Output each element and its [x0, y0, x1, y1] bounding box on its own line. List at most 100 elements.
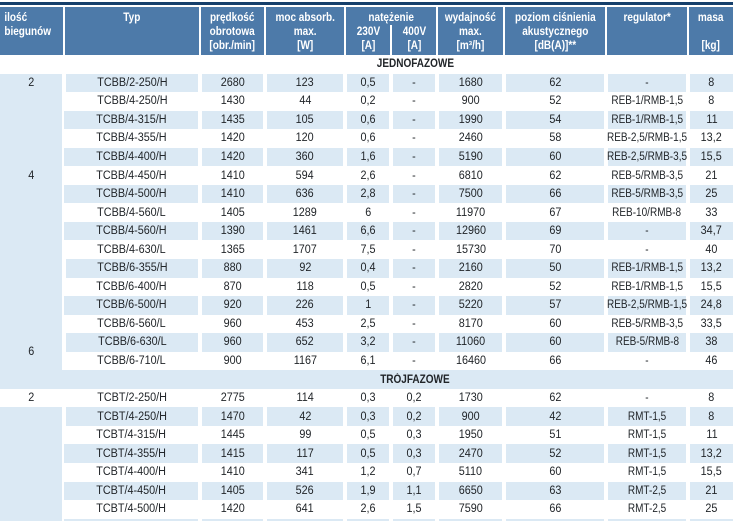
header-current-230v: 230V [A] [345, 25, 391, 55]
cell-current-400v: - [391, 110, 438, 130]
cell-mass: 38 [688, 333, 733, 352]
cell-value: - [412, 243, 416, 256]
cell-typ: TCBB/6-710/L [64, 351, 200, 371]
cell-value: 1,2 [360, 466, 376, 479]
cell-power: 118 [265, 277, 345, 297]
cell-value: 69 [548, 225, 562, 238]
cell-value: 52 [548, 95, 562, 108]
cell-value: 960 [223, 336, 242, 349]
cell-value: 13,2 [700, 262, 723, 275]
cell-typ: TCBT/4-500/H [64, 500, 200, 519]
cell-current-230v: 6,1 [345, 351, 391, 371]
cell-value: TCBT/4-450/H [96, 484, 166, 497]
cell-regulator: RMT-2,5 [606, 500, 689, 519]
cell-current-400v: - [391, 166, 438, 185]
cell-value: 0,5 [360, 429, 376, 442]
cell-value: 900 [461, 410, 480, 423]
cell-flow: 2820 [437, 277, 505, 297]
header-poles: ilość biegunów [0, 7, 64, 55]
cell-value: 67 [548, 206, 562, 219]
cell-regulator: REB-1/RMB-1,5 [606, 92, 689, 111]
cell-value: 1430 [220, 95, 245, 108]
cell-flow [437, 518, 505, 521]
cell-value: TCBB/6-710/L [96, 355, 166, 368]
cell-mass: 8 [688, 73, 733, 93]
cell-value: TCBT/4-355/H [96, 447, 166, 460]
cell-value: 360 [295, 151, 315, 163]
cell-value: 1950 [458, 429, 483, 442]
cell-speed: 1410 [200, 166, 265, 185]
poles-group-cell: 6 [0, 333, 64, 371]
cell-current-400v: 0,2 [391, 407, 438, 426]
cell-value: 60 [548, 466, 562, 479]
cell-power: 360 [265, 147, 345, 167]
cell-value: 13,2 [700, 447, 723, 460]
cell-value: 1405 [220, 484, 245, 497]
table-row: TCBT/4-400/H 1410 341 1,2 0,7 5110 60 RMT-1,5 15… [0, 463, 733, 482]
cell-value: 57 [548, 299, 562, 312]
cell-value: 70 [548, 243, 562, 256]
cell-value: TCBB/6-400/H [95, 280, 167, 293]
cell-value: - [412, 151, 416, 163]
cell-value: 6,6 [360, 225, 376, 238]
cell-power: 99 [265, 425, 345, 445]
cell-value: 11060 [455, 336, 486, 349]
cell-value: 1420 [220, 132, 245, 145]
cell-power: 1461 [265, 221, 345, 241]
cell-typ: TCBB/4-355/H [64, 129, 200, 148]
cell-value: 1707 [292, 243, 318, 256]
cell-regulator: RMT-1,5 [606, 463, 689, 482]
cell-typ: TCBB/4-560/H [64, 221, 200, 241]
cell-regulator: REB-2,5/RMB-1,5 [606, 129, 689, 148]
cell-speed: 1390 [200, 221, 265, 241]
cell-value: 594 [295, 169, 315, 182]
cell-regulator: REB-1/RMB-1,5 [606, 110, 689, 130]
table-row: TCBT/4-355/H 1415 117 0,5 0,3 2470 52 RMT-1,5 13… [0, 444, 733, 464]
cell-current-400v: - [391, 351, 438, 371]
cell-value: 66 [548, 355, 562, 368]
cell-value: 1405 [220, 206, 245, 219]
cell-value: - [645, 392, 649, 405]
table-row: TCBB/6-355/H 880 92 0,4 - 2160 50 REB-1/RMB-1,5… [0, 259, 733, 334]
cell-value: TCBB/6-355/H [96, 262, 168, 275]
cell-value: 341 [295, 466, 315, 479]
cell-value: 5220 [458, 299, 483, 312]
cell-regulator: REB-1/RMB-1,5 [606, 277, 689, 297]
cell-value: 99 [298, 429, 312, 442]
cell-current-230v: 0,4 [345, 259, 391, 278]
cell-value: 3,2 [360, 336, 376, 349]
cell-value: 0,7 [406, 466, 422, 479]
cell-value: 6,1 [360, 355, 376, 368]
cell-value: 66 [548, 188, 562, 201]
cell-value: 38 [705, 336, 718, 349]
cell-noise: 66 [504, 184, 607, 204]
cell-value: 40 [705, 243, 718, 256]
cell-mass: 13,2 [688, 259, 733, 278]
cell-current-230v: 2,6 [345, 500, 391, 519]
cell-value: 641 [295, 503, 315, 516]
cell-flow: 2160 [437, 259, 505, 278]
table-row: TCBB/6-500/H 920 226 1 - 5220 57 REB-2,5/RMB-1,… [0, 296, 733, 315]
cell-value: TCBB/4-315/H [95, 113, 167, 126]
cell-value: 117 [296, 447, 314, 460]
cell-value: 8 [708, 95, 715, 108]
cell-value: 24,8 [700, 299, 723, 312]
cell-regulator: - [606, 388, 689, 408]
cell-value: - [412, 132, 416, 145]
cell-current-230v: 0,5 [345, 444, 391, 464]
cell-value: 62 [548, 392, 562, 405]
cell-value: REB-5/RMB-3,5 [611, 169, 683, 182]
cell-value: 1390 [220, 225, 245, 238]
cell-value: REB-1/RMB-1,5 [611, 262, 683, 275]
section-title-text: JEDNOFAZOWE [376, 58, 454, 71]
cell-speed: 1445 [200, 425, 265, 445]
cell-value: 6650 [458, 484, 483, 497]
cell-value: 21 [705, 484, 718, 497]
cell-value: - [412, 95, 416, 108]
cell-value: 42 [548, 410, 562, 423]
cell-current-230v: 0,5 [345, 277, 391, 297]
cell-current-230v: 1,6 [345, 147, 391, 167]
cell-value: 60 [548, 151, 562, 163]
table-row: TCBB/4-315/H 1435 105 0,6 - 1990 54 REB-1/RMB-1… [0, 110, 733, 130]
header-speed: prędkość obrotowa [obr./min] [200, 7, 265, 55]
